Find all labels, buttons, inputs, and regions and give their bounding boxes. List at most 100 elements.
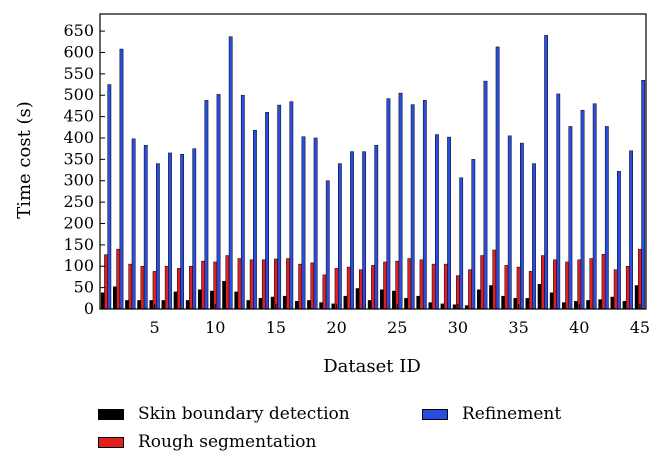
bar-skin-boundary-detection-38: [549, 292, 554, 310]
y-tick-label: 500: [63, 85, 94, 104]
chart-axes: [99, 13, 647, 310]
x-tick-label: 45: [630, 318, 650, 337]
bar-rough-segmentation-44: [625, 266, 630, 310]
y-axis-label: Time cost (s): [14, 101, 35, 219]
y-tick-label: 300: [63, 171, 94, 190]
bar-rough-segmentation-3: [128, 263, 133, 310]
bar-rough-segmentation-36: [528, 271, 533, 310]
x-tick-label: 5: [150, 318, 160, 337]
legend-label: Refinement: [462, 404, 562, 424]
bar-skin-boundary-detection-3: [125, 300, 129, 310]
bar-rough-segmentation-30: [456, 275, 460, 310]
x-tick-label: 40: [569, 318, 589, 337]
bar-refinement-17: [301, 136, 306, 310]
bar-rough-segmentation-23: [371, 265, 375, 310]
bar-refinement-37: [544, 35, 549, 310]
bar-skin-boundary-detection-40: [574, 301, 578, 310]
bar-rough-segmentation-12: [237, 258, 242, 310]
bar-rough-segmentation-9: [201, 260, 206, 310]
bar-refinement-15: [277, 104, 282, 310]
bar-rough-segmentation-27: [419, 259, 424, 310]
bar-rough-segmentation-37: [540, 255, 545, 310]
bar-skin-boundary-detection-33: [489, 285, 493, 310]
bar-rough-segmentation-28: [431, 263, 436, 310]
bar-refinement-21: [350, 151, 354, 310]
y-tick-label: 650: [63, 21, 94, 40]
legend-item-skin-boundary: Skin boundary detection: [98, 404, 350, 424]
bar-refinement-40: [580, 109, 585, 310]
bar-rough-segmentation-10: [213, 261, 218, 310]
bar-skin-boundary-detection-10: [210, 290, 214, 310]
bar-skin-boundary-detection-37: [537, 283, 542, 310]
bar-rough-segmentation-4: [140, 266, 145, 310]
bar-skin-boundary-detection-17: [295, 301, 299, 310]
bar-skin-boundary-detection-13: [246, 300, 251, 310]
y-tick-label: 550: [63, 64, 94, 83]
bar-refinement-6: [168, 152, 172, 310]
bar-rough-segmentation-16: [286, 258, 290, 310]
bar-refinement-8: [192, 148, 197, 310]
bar-refinement-44: [629, 150, 633, 310]
bar-refinement-38: [556, 93, 561, 310]
bar-refinement-28: [435, 134, 439, 310]
legend-item-rough-segmentation: Rough segmentation: [98, 432, 316, 452]
bar-skin-boundary-detection-14: [258, 298, 263, 310]
bar-rough-segmentation-14: [261, 259, 266, 310]
bar-refinement-13: [253, 130, 257, 310]
bar-rough-segmentation-33: [492, 249, 497, 310]
bar-skin-boundary-detection-28: [428, 302, 433, 310]
bar-skin-boundary-detection-11: [222, 280, 227, 310]
legend-label: Rough segmentation: [138, 432, 317, 452]
bar-skin-boundary-detection-41: [586, 300, 591, 310]
bar-rough-segmentation-31: [468, 269, 472, 310]
bar-rough-segmentation-25: [395, 260, 400, 310]
x-tick-label: 30: [448, 318, 468, 337]
x-tick-label: 25: [387, 318, 407, 337]
bar-refinement-11: [228, 36, 233, 310]
bar-skin-boundary-detection-25: [392, 290, 396, 310]
bar-rough-segmentation-13: [249, 259, 254, 310]
bar-skin-boundary-detection-43: [610, 296, 615, 310]
plot-frame: [99, 13, 647, 310]
bar-skin-boundary-detection-45: [634, 285, 639, 310]
bar-refinement-39: [568, 126, 573, 310]
bar-refinement-2: [119, 48, 124, 310]
bar-rough-segmentation-21: [346, 266, 351, 310]
bar-refinement-32: [483, 80, 488, 310]
legend-swatch-red: [98, 436, 124, 448]
bar-skin-boundary-detection-32: [477, 289, 481, 310]
legend-swatch-black: [98, 408, 124, 420]
bar-rough-segmentation-41: [589, 258, 594, 310]
bar-skin-boundary-detection-30: [452, 304, 457, 310]
bar-refinement-20: [337, 163, 342, 310]
y-tick-labels: 0 50 100 150 200 250 300 350 400 450 500 550 600 650: [63, 21, 94, 318]
bar-refinement-22: [362, 151, 367, 310]
y-tick-label: 0: [84, 299, 94, 318]
bar-skin-boundary-detection-19: [319, 302, 324, 310]
bar-skin-boundary-detection-1: [100, 292, 105, 310]
bar-skin-boundary-detection-26: [404, 298, 409, 310]
bar-rough-segmentation-42: [601, 254, 606, 310]
bar-skin-boundary-detection-15: [270, 296, 275, 310]
bar-refinement-31: [471, 159, 476, 310]
x-tick-label: 35: [508, 318, 528, 337]
y-tick-label: 600: [63, 42, 94, 61]
bar-skin-boundary-detection-42: [598, 299, 603, 310]
bar-rough-segmentation-6: [164, 266, 169, 310]
bar-rough-segmentation-24: [383, 261, 388, 310]
bar-refinement-5: [155, 163, 160, 310]
bar-refinement-7: [180, 153, 185, 310]
bar-refinement-45: [641, 80, 646, 310]
legend-item-refinement: Refinement: [422, 404, 561, 424]
bar-refinement-29: [447, 136, 451, 310]
legend-label: Skin boundary detection: [138, 404, 350, 424]
bar-skin-boundary-detection-4: [137, 300, 142, 310]
bar-refinement-25: [398, 92, 403, 310]
bar-rough-segmentation-15: [274, 258, 278, 310]
y-tick-label: 50: [74, 278, 94, 297]
bar-skin-boundary-detection-36: [525, 298, 530, 310]
bar-skin-boundary-detection-2: [113, 286, 117, 310]
bar-skin-boundary-detection-8: [185, 300, 190, 310]
bar-rough-segmentation-38: [553, 259, 557, 310]
bar-skin-boundary-detection-16: [282, 295, 287, 310]
